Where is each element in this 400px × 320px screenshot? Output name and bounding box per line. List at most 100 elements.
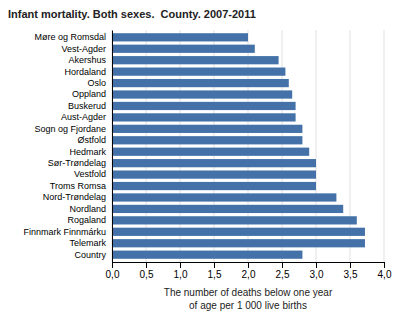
y-tick: Hedmark <box>69 147 112 157</box>
bar <box>112 170 316 178</box>
tick-label: Buskerud <box>68 101 106 111</box>
axis-line <box>113 263 385 269</box>
x-axis: 0,0 0,5 1,0 1,5 2,0 2,5 3,0 3,5 4,0 <box>106 262 392 280</box>
x-tick: 4,0 <box>378 262 392 280</box>
tick-label: Country <box>74 250 106 260</box>
tick-label: Troms Romsa <box>50 181 106 191</box>
tick-label: 3,0 <box>310 269 324 280</box>
bar <box>112 193 336 201</box>
tick-mark <box>316 262 317 268</box>
tick-mark <box>248 262 249 268</box>
bar <box>112 251 302 259</box>
y-tick: Nord-Trøndelag <box>43 192 112 202</box>
chart-svg: 0,0 0,5 1,0 1,5 2,0 2,5 3,0 3,5 4,0 Country Telema… <box>0 0 400 320</box>
x-tick: 2,5 <box>276 262 290 280</box>
grid-line <box>112 30 113 262</box>
bar <box>112 148 309 156</box>
tick-mark <box>180 262 181 268</box>
bar <box>112 216 357 224</box>
grid-line <box>282 30 283 262</box>
tick-label: Hordaland <box>64 67 106 77</box>
y-tick: Aust-Agder <box>61 112 112 122</box>
y-tick: Hordaland <box>64 67 112 77</box>
y-tick: Troms Romsa <box>50 181 112 191</box>
tick-mark <box>350 262 351 268</box>
tick-label: 1,0 <box>174 269 188 280</box>
y-tick: Finnmark Finnmárku <box>23 227 112 237</box>
tick-label: Møre og Romsdal <box>34 32 106 42</box>
y-tick: Telemark <box>69 238 112 248</box>
grid-line <box>180 30 181 262</box>
bar <box>112 239 365 247</box>
tick-label: Hedmark <box>69 147 106 157</box>
tick-label: Østfold <box>77 135 106 145</box>
grid-line <box>146 30 147 262</box>
tick-label: 0,5 <box>140 269 154 280</box>
tick-label: Finnmark Finnmárku <box>23 227 106 237</box>
y-tick: Oslo <box>87 78 112 88</box>
bar <box>112 136 302 144</box>
plot: 0,0 0,5 1,0 1,5 2,0 2,5 3,0 3,5 4,0 Country Telema… <box>23 30 391 280</box>
bar <box>112 159 316 167</box>
y-tick: Vest-Agder <box>61 44 112 54</box>
bar <box>112 113 296 121</box>
tick-mark <box>384 262 385 268</box>
y-axis: Country TelemarkFinnmark Finnmárku Rogalan… <box>23 31 112 263</box>
bar <box>112 125 302 133</box>
grid <box>112 30 384 262</box>
tick-label: Akershus <box>68 55 106 65</box>
tick-label: Aust-Agder <box>61 112 106 122</box>
tick-label: Vestfold <box>74 169 106 179</box>
tick-label: Sogn og Fjordane <box>34 124 106 134</box>
bar <box>112 56 279 64</box>
bar <box>112 68 285 76</box>
x-tick: 3,5 <box>344 262 358 280</box>
x-tick: 3,0 <box>310 262 324 280</box>
bar <box>112 79 289 87</box>
y-tick: Oppland <box>72 89 112 99</box>
tick-label: Telemark <box>69 238 106 248</box>
tick-label: Oslo <box>87 78 106 88</box>
x-tick: 1,5 <box>208 262 222 280</box>
tick-label: 1,5 <box>208 269 222 280</box>
tick-label: Sør-Trøndelag <box>48 158 106 168</box>
bar <box>112 228 365 236</box>
tick-mark <box>146 262 147 268</box>
tick-label: Nord-Trøndelag <box>43 192 106 202</box>
x-tick: 2,0 <box>242 262 256 280</box>
y-tick: Nordland <box>69 204 112 214</box>
chart-container: 0,0 0,5 1,0 1,5 2,0 2,5 3,0 3,5 4,0 Country Telema… <box>0 0 400 320</box>
bar <box>112 45 255 53</box>
tick-mark <box>112 262 113 268</box>
tick-label: 4,0 <box>378 269 392 280</box>
x-tick: 0,0 <box>106 262 120 280</box>
grid-line <box>248 30 249 262</box>
bar <box>112 205 343 213</box>
tick-label: 3,5 <box>344 269 358 280</box>
bars <box>112 33 365 259</box>
grid-line <box>384 30 385 262</box>
tick-label: Nordland <box>69 204 106 214</box>
x-tick: 1,0 <box>174 262 188 280</box>
bar <box>112 102 296 110</box>
title: Infant mortality. Both sexes. County. 20… <box>8 8 256 20</box>
grid-line <box>316 30 317 262</box>
axis-title: of age per 1 000 live births <box>189 300 307 311</box>
tick-label: Oppland <box>72 89 106 99</box>
tick-mark <box>282 262 283 268</box>
y-tick: Sør-Trøndelag <box>48 158 112 168</box>
tick-mark <box>214 262 215 268</box>
tick-label: 2,0 <box>242 269 256 280</box>
y-tick: Møre og Romsdal <box>34 32 112 42</box>
axis-title: The number of deaths below one year <box>164 287 333 298</box>
y-tick: Buskerud <box>68 101 112 111</box>
x-label: The number of deaths below one year of ag… <box>164 287 333 311</box>
y-tick: Vestfold <box>74 169 112 179</box>
y-tick: Sogn og Fjordane <box>34 124 112 134</box>
y-tick: Rogaland <box>67 215 112 225</box>
y-tick: Akershus <box>68 55 112 65</box>
tick-label: 2,5 <box>276 269 290 280</box>
bar <box>112 90 292 98</box>
bar <box>112 182 316 190</box>
tick-label: Vest-Agder <box>61 44 106 54</box>
